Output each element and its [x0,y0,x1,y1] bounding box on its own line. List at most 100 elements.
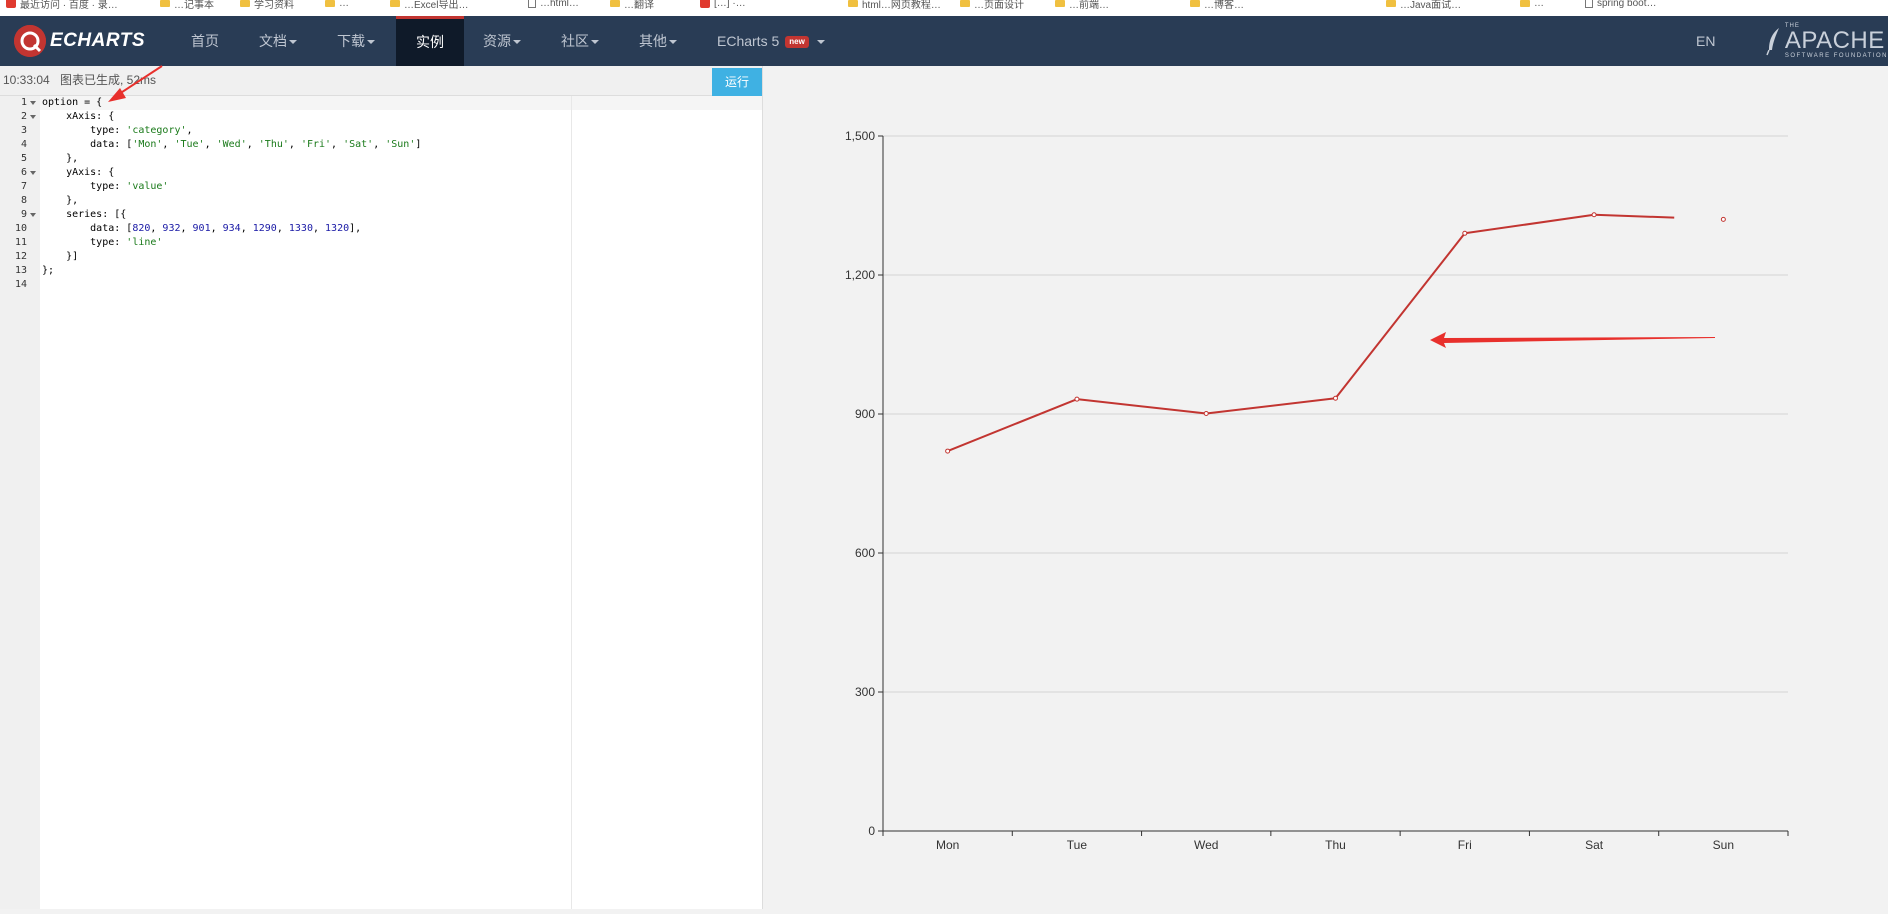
x-tick-label: Sun [1713,838,1734,852]
bookmark-label: 学习资料 [254,0,294,11]
nav-echarts5-label: ECharts 5 [717,33,780,49]
bookmark-label: …前端… [1069,0,1109,11]
bookmark-item[interactable]: […] ·… [700,0,746,10]
line-number-gutter: 1 2 3 4 5 6 7 8 9 10 11 12 13 14 [0,96,41,909]
bookmark-item[interactable]: …翻译 [610,0,654,11]
bookmark-item[interactable]: 学习资料 [240,0,294,11]
line-number: 4 [20,139,27,150]
editor-status-bar: 10:33:04 图表已生成, 52ms 运行 [0,66,762,96]
status-time: 10:33:04 [3,73,50,87]
line-number: 3 [20,125,27,136]
code-line: }, [42,153,79,164]
code-line: type: 'line' [42,237,163,248]
bookmark-item[interactable]: …html… [528,0,579,10]
bookmark-label: … [1534,0,1544,9]
top-navbar: ECHARTS 首页 文档 下载 实例 资源 社区 其他 ECharts 5 ne… [0,16,1888,66]
bookmark-item[interactable]: …博客… [1190,0,1244,11]
code-line: option = { [42,97,103,108]
bookmark-item[interactable]: spring boot… [1585,0,1656,10]
apache-logo[interactable]: THE APACHE SOFTWARE FOUNDATION [1763,23,1888,59]
y-tick-label: 900 [855,407,875,421]
nav-home[interactable]: 首页 [191,16,219,66]
nav-docs[interactable]: 文档 [259,16,297,66]
fold-toggle-icon[interactable] [30,171,36,175]
bookmark-label: … [339,0,349,9]
code-editor-panel: 10:33:04 图表已生成, 52ms 运行 1 2 3 4 5 6 7 8 9 10 11 12 1… [0,66,763,909]
folder-icon [960,0,970,7]
code-line: type: 'value' [42,181,169,192]
folder-icon [390,0,400,7]
nav-community-label: 社区 [561,33,589,49]
apache-foundation: SOFTWARE FOUNDATION [1784,53,1888,59]
folder-icon [1520,0,1530,7]
bookmark-item[interactable]: …Java面试… [1386,0,1462,11]
y-tick-label: 600 [855,546,875,560]
active-line-highlight [40,96,762,110]
line-number: 9 [20,209,27,220]
code-editor[interactable]: option = { xAxis: { type: 'category', da… [40,96,762,909]
x-tick-label: Wed [1194,838,1218,852]
nav-resources[interactable]: 资源 [483,16,521,66]
data-point [945,448,951,454]
bookmarks-bar: 最近访问 · 百度 · 录… …记事本 学习资料 … …Excel导出… …html… …翻… [0,0,1888,16]
echarts-logo-icon [14,25,46,57]
code-line: data: ['Mon', 'Tue', 'Wed', 'Thu', 'Fri'… [42,139,422,150]
bookmark-label: html…网页教程… [862,0,941,11]
chevron-down-icon [816,40,825,45]
site-icon [700,0,710,8]
nav-home-label: 首页 [191,33,219,49]
series-line [947,213,1675,452]
folder-icon [610,0,620,7]
y-tick-label: 0 [868,824,875,838]
bookmark-label: …页面设计 [974,0,1024,11]
bookmark-item[interactable]: … [325,0,349,10]
data-point [1333,395,1338,401]
bookmark-label: …Java面试… [1400,0,1462,11]
fold-toggle-icon[interactable] [30,115,36,119]
bookmark-label: […] ·… [714,0,746,9]
nav-examples-label: 实例 [416,34,444,50]
nav-docs-label: 文档 [259,33,287,49]
echarts-logo[interactable]: ECHARTS [14,24,145,58]
bookmark-item[interactable]: …前端… [1055,0,1109,11]
line-number: 5 [20,153,27,164]
code-line: type: 'category', [42,125,193,136]
data-point [1720,216,1726,222]
site-icon [6,0,16,8]
bookmark-item[interactable]: …Excel导出… [390,0,468,11]
status-message: 图表已生成, 52ms [60,73,157,87]
bookmark-item[interactable]: html…网页教程… [848,0,941,11]
folder-icon [160,0,170,7]
code-line: data: [820, 932, 901, 934, 1290, 1330, 1… [42,223,362,234]
x-tick-label: Fri [1458,838,1472,852]
fold-toggle-icon[interactable] [30,213,36,217]
nav-community[interactable]: 社区 [561,16,599,66]
folder-icon [240,0,250,7]
nav-examples[interactable]: 实例 [396,16,464,66]
fold-toggle-icon[interactable] [30,101,36,105]
apache-name: APACHE [1784,27,1885,54]
nav-other[interactable]: 其他 [639,16,677,66]
page-icon [528,0,536,8]
code-line: yAxis: { [42,167,115,178]
folder-icon [848,0,858,7]
run-button[interactable]: 运行 [712,68,762,96]
line-chart: 0 300 600 900 1,200 1,500 Mon Tue Wed Thu Fri Sat Su… [845,129,1789,852]
nav-echarts5[interactable]: ECharts 5 new [717,16,825,66]
bookmark-item[interactable]: …记事本 [160,0,214,11]
nav-download[interactable]: 下载 [337,16,375,66]
y-tick-label: 1,500 [845,129,875,143]
bookmark-item[interactable]: … [1520,0,1544,10]
new-badge: new [785,36,809,49]
nav-download-label: 下载 [337,33,365,49]
bookmark-item[interactable]: …页面设计 [960,0,1024,11]
line-number: 13 [14,265,27,276]
data-point [1074,396,1080,402]
line-number: 10 [14,223,27,234]
language-switch[interactable]: EN [1696,16,1715,66]
folder-icon [1055,0,1065,7]
code-line: }, [42,195,79,206]
line-number: 2 [20,111,27,122]
bookmark-item[interactable]: 最近访问 · 百度 · 录… [6,0,118,11]
code-line: }; [42,265,55,276]
